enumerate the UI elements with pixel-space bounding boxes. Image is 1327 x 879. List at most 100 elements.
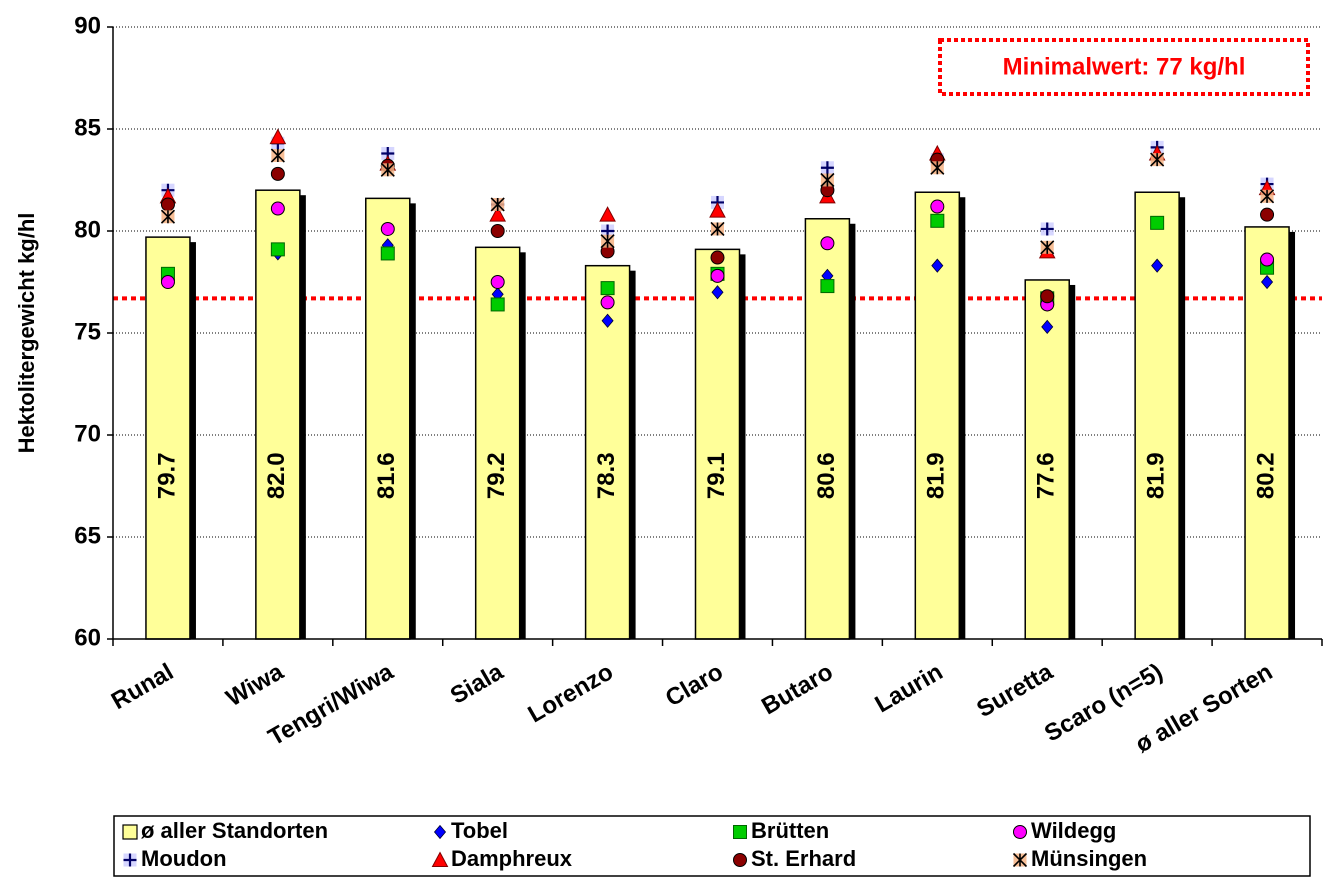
marker-asterisk <box>160 209 176 224</box>
bar <box>1244 226 1290 640</box>
bar <box>584 264 631 640</box>
marker-asterisk <box>270 148 285 163</box>
marker-circle <box>160 197 175 212</box>
marker-asterisk <box>1150 152 1165 167</box>
x-tick-label: Runal <box>107 658 178 715</box>
marker-triangle <box>269 128 287 145</box>
legend-label: Münsingen <box>1031 846 1147 871</box>
marker-triangle <box>489 206 507 222</box>
marker-circle <box>710 268 725 283</box>
marker-diamond <box>433 824 447 840</box>
marker-square <box>380 246 395 261</box>
marker-plus <box>820 161 834 175</box>
legend-label: Damphreux <box>451 846 573 871</box>
marker-asterisk <box>820 172 835 188</box>
x-tick-label: Butaro <box>757 658 837 720</box>
bar-value-label: 81.6 <box>373 452 400 499</box>
marker-square <box>1150 215 1165 230</box>
bars: 79.7 82.0 81.6 79.2 78.3 79.1 80.6 81.9 77.6 81.9… <box>145 189 1296 640</box>
marker-diamond <box>931 258 944 273</box>
marker-triangle <box>599 206 616 222</box>
y-axis-label: Hektolitergewicht kg/hl <box>14 213 39 454</box>
marker-plus <box>123 853 137 867</box>
marker-plus <box>1040 222 1054 236</box>
marker-circle <box>733 853 747 867</box>
bar-value-label: 78.3 <box>593 452 620 499</box>
marker-square <box>820 279 835 294</box>
x-tick-label: Wiwa <box>222 658 289 712</box>
x-tick-label: Laurin <box>870 658 947 718</box>
marker-asterisk <box>1012 852 1028 868</box>
marker-diamond <box>1041 319 1054 334</box>
axes <box>107 26 1323 646</box>
y-tick-label: 70 <box>74 420 101 447</box>
marker-asterisk <box>930 160 945 175</box>
marker-asterisk <box>600 234 615 249</box>
marker-square <box>270 242 285 257</box>
y-tick-labels: 60 65 70 75 80 85 90 <box>74 12 101 651</box>
bar <box>1024 279 1070 640</box>
legend-label: Wildegg <box>1031 818 1116 843</box>
marker-circle <box>1260 207 1275 222</box>
y-tick-label: 90 <box>74 12 101 39</box>
legend-label: Brütten <box>751 818 829 843</box>
y-tick-label: 80 <box>74 216 101 243</box>
legend-label: St. Erhard <box>751 846 856 871</box>
y-tick-label: 60 <box>74 624 101 651</box>
legend-label: Moudon <box>141 846 227 871</box>
legend-swatch-bar <box>122 824 138 840</box>
minimum-value-note-text: Minimalwert: 77 kg/hl <box>1003 53 1246 80</box>
marker-asterisk <box>1259 189 1275 204</box>
marker-circle <box>490 224 505 238</box>
bar-value-label: 81.9 <box>1142 452 1169 499</box>
bar <box>694 248 741 640</box>
minimum-value-note-box <box>938 38 1310 96</box>
marker-circle <box>930 199 945 214</box>
bar <box>365 197 411 640</box>
marker-circle <box>710 250 725 265</box>
legend-label: ø aller Standorten <box>141 818 328 843</box>
bar-value-label: 81.9 <box>923 452 950 499</box>
bar-value-label: 79.7 <box>153 452 180 499</box>
x-tick-label: Suretta <box>972 658 1058 723</box>
marker-asterisk <box>380 162 395 177</box>
y-tick-label: 65 <box>74 522 101 549</box>
legend-label: Tobel <box>451 818 508 843</box>
x-tick-label: Siala <box>446 658 509 710</box>
bar-value-label: 79.1 <box>703 452 730 499</box>
marker-diamond <box>601 313 614 328</box>
marker-triangle <box>709 202 726 218</box>
marker-diamond <box>1261 274 1274 290</box>
marker-circle <box>160 275 175 289</box>
minimum-value-note: Minimalwert: 77 kg/hl <box>938 38 1310 96</box>
marker-square <box>733 825 747 839</box>
bar-value-label: 82.0 <box>263 452 290 499</box>
marker-circle <box>270 166 285 181</box>
bar-value-label: 79.2 <box>483 452 510 499</box>
marker-asterisk <box>710 221 725 237</box>
marker-square <box>600 281 615 296</box>
marker-circle <box>1260 252 1275 267</box>
marker-circle <box>380 221 395 236</box>
marker-circle <box>1040 289 1055 304</box>
marker-circle <box>600 295 615 310</box>
legend-box <box>113 815 1311 877</box>
marker-asterisk <box>1040 240 1055 255</box>
marker-square <box>930 213 945 228</box>
marker-circle <box>1013 825 1027 839</box>
marker-asterisk <box>490 197 505 212</box>
gridlines <box>113 26 1322 538</box>
bar <box>145 236 191 640</box>
bar-value-label: 80.6 <box>813 452 840 499</box>
x-tick-label: Tengri/Wiwa <box>264 658 399 751</box>
marker-circle <box>270 201 285 216</box>
y-tick-label: 75 <box>74 318 101 345</box>
x-tick-label: Claro <box>661 658 728 712</box>
marker-circle <box>820 236 835 251</box>
bar-value-label: 80.2 <box>1252 452 1279 499</box>
bar-value-label: 77.6 <box>1033 452 1060 499</box>
marker-square <box>490 297 505 312</box>
x-tick-label: Lorenzo <box>523 658 617 728</box>
